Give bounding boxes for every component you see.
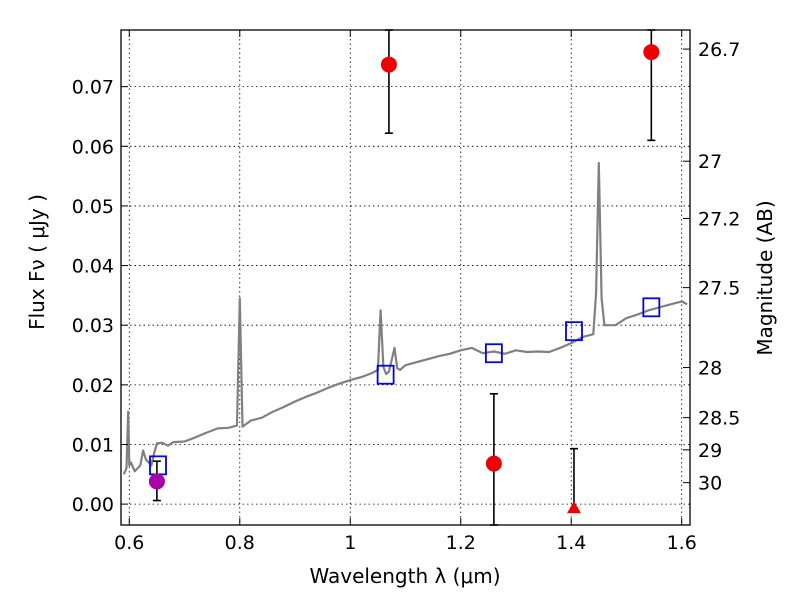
x-tick-label: 1 bbox=[344, 532, 356, 554]
observed-flux-point bbox=[380, 56, 397, 73]
plot-frame bbox=[120, 29, 691, 526]
y-tick-label: 0.07 bbox=[72, 77, 114, 99]
y2-tick-label: 28 bbox=[698, 358, 722, 380]
y-tick-label: 0.04 bbox=[72, 256, 114, 278]
x-tick-label: 1.4 bbox=[556, 532, 586, 554]
y-tick-label: 0.06 bbox=[72, 136, 114, 158]
observed-flux-point bbox=[148, 473, 165, 490]
y-tick-label: 0.03 bbox=[72, 315, 114, 337]
y-tick-label: 0.01 bbox=[72, 434, 114, 456]
grid-lines bbox=[121, 30, 690, 525]
x-tick-label: 1.6 bbox=[667, 532, 697, 554]
y2-tick-label: 26.7 bbox=[698, 39, 740, 61]
y-axis-ticks: 0.00 0.01 0.02 0.03 0.04 0.05 0.06 0.07 bbox=[72, 77, 128, 516]
model-flux-square bbox=[642, 297, 661, 318]
observed-flux-point bbox=[643, 44, 660, 61]
spectrum-line bbox=[122, 161, 688, 475]
model-flux-square bbox=[565, 321, 583, 342]
x-tick-label: 0.8 bbox=[225, 532, 255, 554]
y-axis-label: Flux Fν ( μJy ) bbox=[25, 194, 49, 330]
model-flux-square bbox=[484, 343, 503, 364]
y2-tick-label: 30 bbox=[698, 473, 722, 495]
y2-tick-label: 28.5 bbox=[698, 408, 740, 430]
observed-flux-point bbox=[485, 455, 502, 472]
y-tick-label: 0.02 bbox=[72, 375, 114, 397]
y2-axis-ticks: 26.7 27 27.2 27.5 28 28.5 29 30 bbox=[683, 39, 740, 495]
x-tick-label: 1.2 bbox=[446, 532, 476, 554]
upper-limit-triangle bbox=[566, 501, 581, 514]
model-spectrum bbox=[122, 161, 688, 475]
y2-axis-label: Magnitude (AB) bbox=[753, 200, 777, 355]
y-tick-label: 0.05 bbox=[72, 196, 114, 218]
y2-tick-label: 27.5 bbox=[698, 278, 740, 300]
model-flux-square bbox=[376, 364, 395, 385]
plot-border bbox=[120, 29, 691, 526]
x-tick-label: 0.6 bbox=[114, 532, 144, 554]
y-tick-label: 0.00 bbox=[72, 494, 114, 516]
y2-tick-label: 29 bbox=[698, 440, 722, 462]
y2-tick-label: 27 bbox=[698, 151, 722, 173]
photometry-markers bbox=[148, 29, 661, 526]
y2-tick-label: 27.2 bbox=[698, 208, 740, 230]
x-axis-label: Wavelength λ (μm) bbox=[309, 564, 500, 588]
x-axis-ticks: 0.6 0.8 1 1.2 1.4 1.6 bbox=[114, 30, 697, 554]
